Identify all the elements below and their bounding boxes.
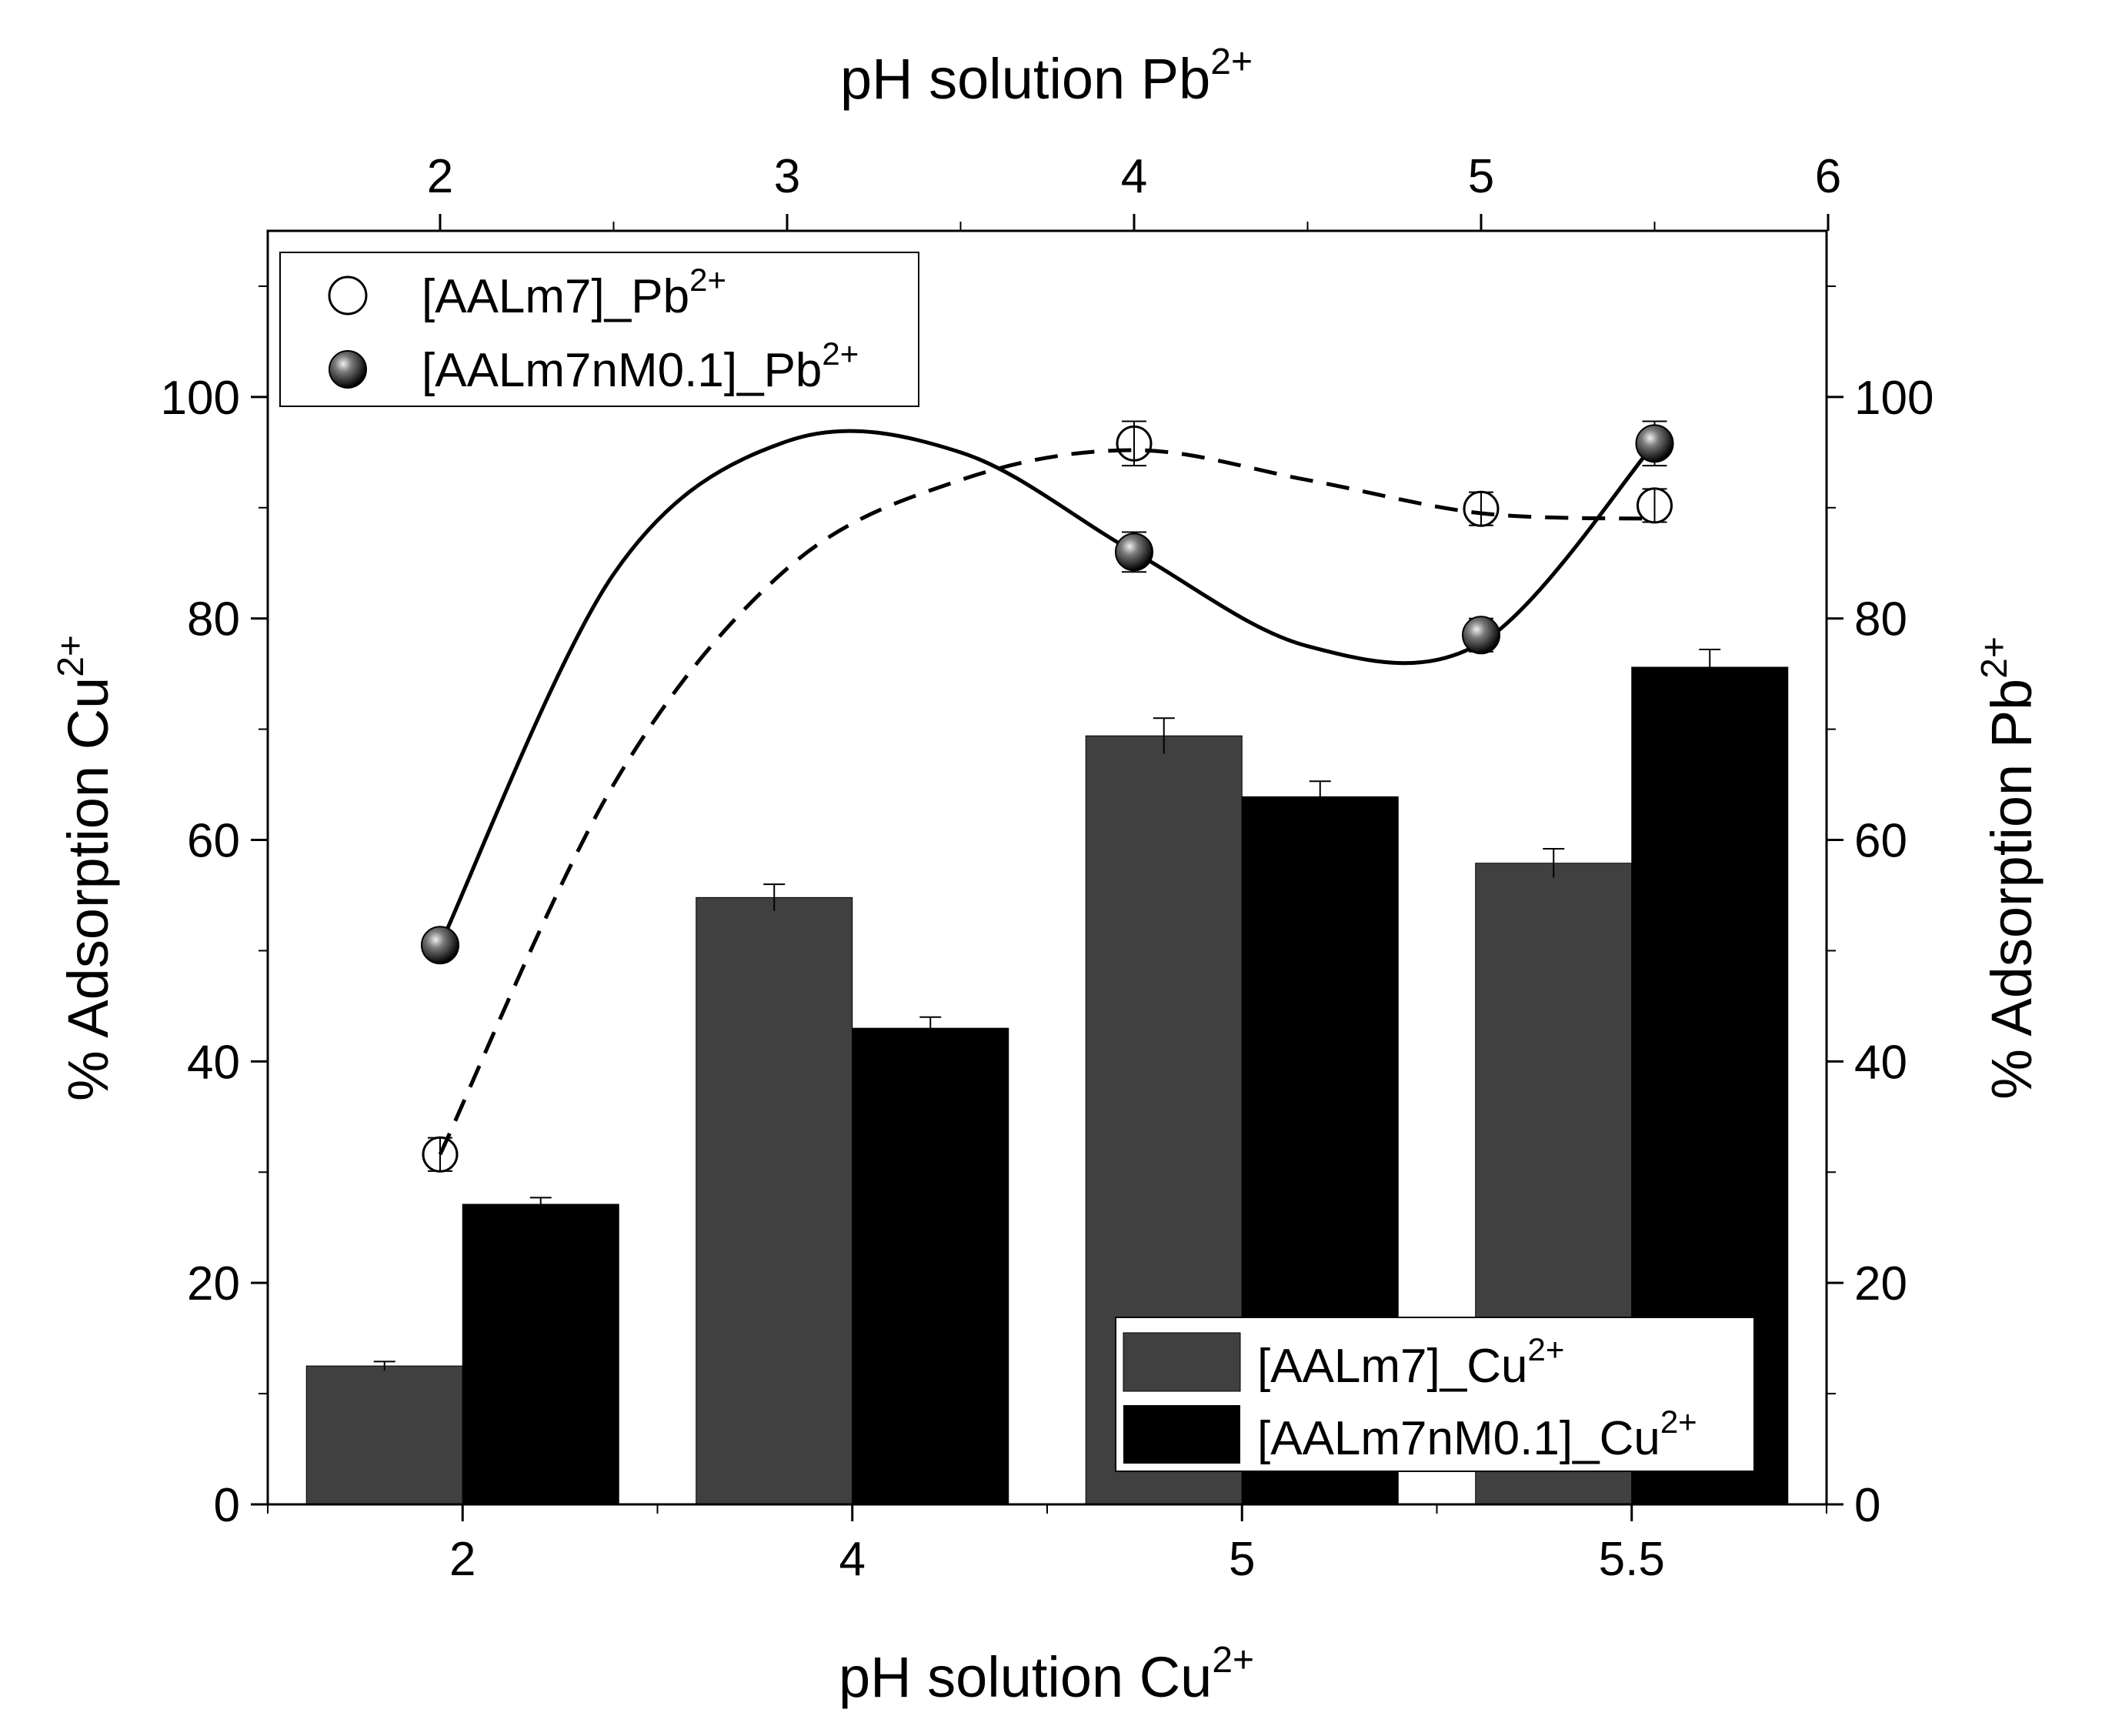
legend-bar-swatch-2 xyxy=(1123,1405,1240,1464)
point-filled-sphere xyxy=(1635,424,1674,463)
left-axis-title: % Adsorption Cu2+ xyxy=(51,635,120,1101)
point-open-circle xyxy=(1637,487,1673,524)
axis-ticks-layer: 0 20 40 60 80 100 0 20 40 60 80 100 2 4 5 5.5 2 3 4 5 6 xyxy=(161,150,1934,1586)
legend-cu: [AALm7]_Cu2+ [AALm7nM0.1]_Cu2+ xyxy=(1115,1317,1755,1472)
bottom-tick-label: 5.5 xyxy=(1599,1533,1665,1586)
bar-series2-2 xyxy=(462,1204,619,1505)
legend-open-circle-marker xyxy=(328,275,368,315)
fit-line-series2 xyxy=(438,429,1657,946)
left-tick-label: 100 xyxy=(161,372,240,425)
points-layer xyxy=(421,420,1674,1173)
right-tick-label: 40 xyxy=(1854,1036,1907,1089)
point-filled-sphere xyxy=(1115,532,1153,572)
legend-filled-sphere-marker xyxy=(329,350,367,389)
right-tick-label: 60 xyxy=(1854,815,1907,868)
right-tick-label: 80 xyxy=(1854,593,1907,646)
bottom-axis-title: pH solution Cu2+ xyxy=(839,1640,1254,1709)
fit-lines-layer xyxy=(438,429,1657,1156)
point-filled-sphere xyxy=(1462,616,1500,655)
legend-pb-label-1: [AALm7]_Pb2+ xyxy=(422,262,726,323)
left-tick-label: 0 xyxy=(214,1479,240,1532)
top-tick-label: 2 xyxy=(427,150,453,203)
left-tick-label: 40 xyxy=(187,1036,240,1089)
legend-pb-label-2: [AALm7nM0.1]_Pb2+ xyxy=(422,336,859,397)
point-filled-sphere xyxy=(421,926,459,965)
bottom-tick-label: 2 xyxy=(449,1533,475,1586)
bottom-tick-label: 4 xyxy=(839,1533,866,1586)
legend-pb-box xyxy=(279,252,919,407)
top-tick-label: 5 xyxy=(1468,150,1494,203)
left-tick-label: 20 xyxy=(187,1257,240,1310)
top-tick-label: 6 xyxy=(1815,150,1841,203)
point-open-circle xyxy=(1116,425,1153,462)
point-open-circle xyxy=(422,1136,459,1173)
bottom-tick-label: 5 xyxy=(1229,1533,1255,1586)
fit-line-series1 xyxy=(438,448,1655,1156)
right-tick-label: 0 xyxy=(1854,1479,1880,1532)
left-tick-label: 60 xyxy=(187,815,240,868)
bar-series2-4 xyxy=(852,1027,1009,1505)
bar-series1-2 xyxy=(305,1365,463,1505)
legend-cu-label-1: [AALm7]_Cu2+ xyxy=(1257,1331,1564,1393)
right-axis-title: % Adsorption Pb2+ xyxy=(1974,636,2044,1100)
bar-series1-4 xyxy=(696,896,853,1505)
top-tick-label: 4 xyxy=(1121,150,1147,203)
top-axis-title: pH solution Pb2+ xyxy=(840,42,1253,111)
left-tick-label: 80 xyxy=(187,593,240,646)
point-open-circle xyxy=(1463,490,1500,527)
legend-bar-swatch-1 xyxy=(1123,1332,1241,1392)
bar-error-bars-layer xyxy=(373,648,1721,1370)
top-tick-label: 3 xyxy=(774,150,800,203)
right-tick-label: 20 xyxy=(1854,1257,1907,1310)
legend-pb: [AALm7]_Pb2+ [AALm7nM0.1]_Pb2+ xyxy=(279,252,919,407)
right-tick-label: 100 xyxy=(1854,372,1934,425)
legend-cu-label-2: [AALm7nM0.1]_Cu2+ xyxy=(1257,1404,1697,1465)
